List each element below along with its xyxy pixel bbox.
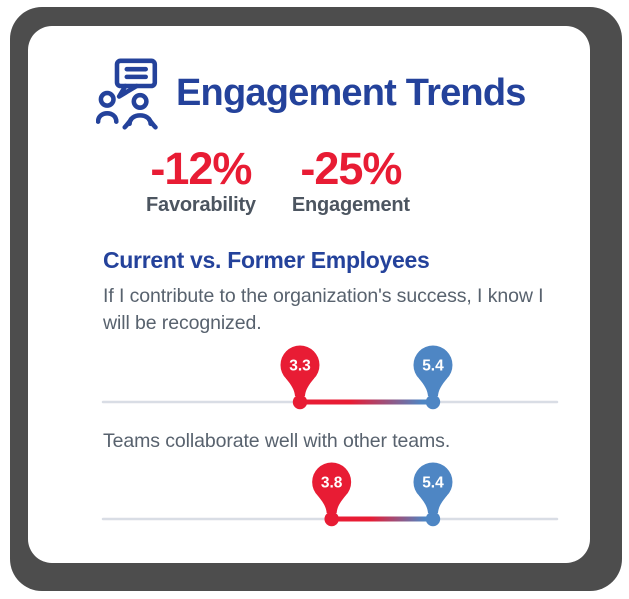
stat-label: Engagement <box>291 194 410 216</box>
score-pin: 5.4 <box>413 345 453 409</box>
pin-score-label: 3.8 <box>321 474 343 491</box>
survey-question-2: Teams collaborate well with other teams. <box>103 429 451 452</box>
score-pin: 5.4 <box>413 462 453 527</box>
people-conversation-icon <box>96 58 158 130</box>
pin-score-label: 5.4 <box>422 474 444 491</box>
stat-value: -25% <box>300 143 402 194</box>
pin-score-label: 5.4 <box>422 357 444 374</box>
score-pin: 3.3 <box>280 345 320 409</box>
card-header: Engagement Trends <box>96 56 590 130</box>
stat-favorability: -12% Favorability <box>146 146 256 217</box>
stat-label: Favorability <box>146 194 256 216</box>
engagement-trends-card: Engagement Trends -12% Favorability -25%… <box>28 26 590 563</box>
score-pin: 3.8 <box>312 462 352 527</box>
comparison-dotplot-2: 3.8 5.4 <box>101 462 559 527</box>
stats-row: -12% Favorability -25% Engagement <box>146 146 590 217</box>
comparison-dotplot-1: 3.3 5.4 <box>101 345 559 409</box>
survey-question-1: If I contribute to the organization's su… <box>103 285 544 335</box>
pin-score-label: 3.3 <box>289 357 311 374</box>
stat-value: -12% <box>150 143 252 194</box>
stat-engagement: -25% Engagement <box>292 146 410 217</box>
page-title: Engagement Trends <box>176 72 526 114</box>
section-heading: Current vs. Former Employees <box>103 247 430 273</box>
card-content: Current vs. Former Employees If I contri… <box>101 247 559 533</box>
